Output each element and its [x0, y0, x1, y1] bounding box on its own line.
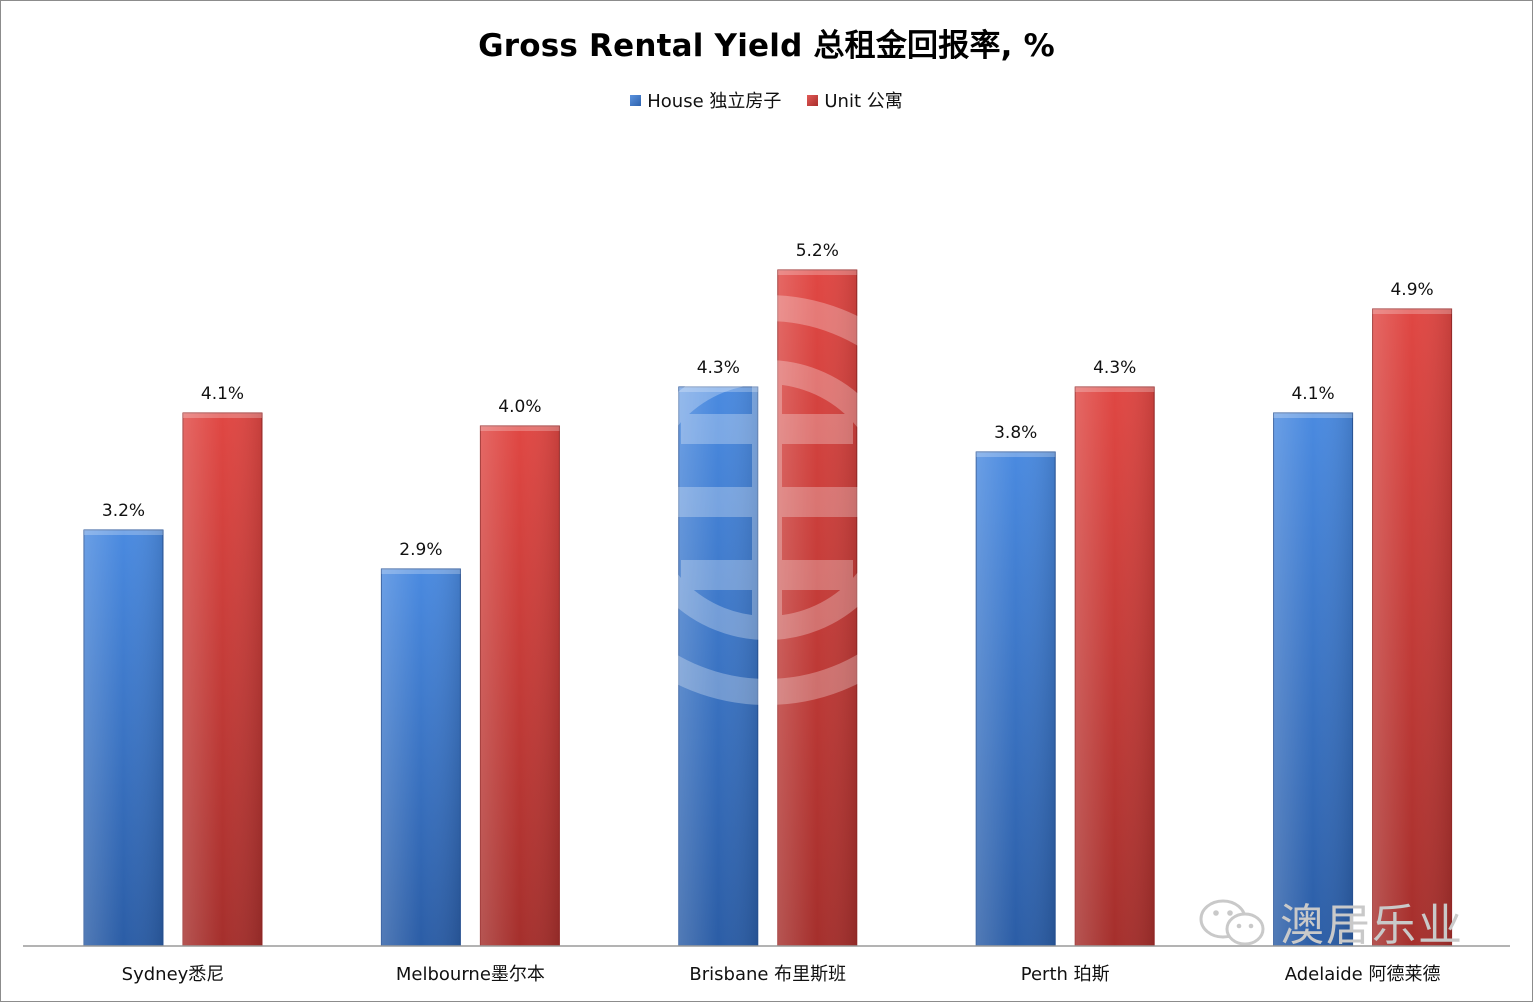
bar-cap-unit-1: [480, 426, 560, 431]
bar-cap-unit-4: [1372, 309, 1452, 314]
x-tick-label-0: Sydney悉尼: [122, 964, 225, 985]
bar-sheen-unit-1: [480, 426, 560, 946]
value-label-house-3: 3.8%: [994, 423, 1037, 443]
labels-layer: 3.2% 4.1% Sydney悉尼 2.9% 4.0% Melbourne墨尔本 4.3%…: [102, 241, 1441, 985]
value-label-house-2: 4.3%: [697, 358, 740, 378]
bar-cap-house-2: [678, 387, 758, 392]
value-label-unit-0: 4.1%: [201, 384, 244, 404]
bar-cap-unit-0: [183, 413, 262, 418]
bar-cap-house-3: [976, 452, 1056, 457]
legend-swatch-unit: [807, 94, 819, 106]
bar-cap-house-1: [381, 569, 461, 574]
bar-sheen-unit-0: [183, 413, 262, 946]
bar-sheen-house-3: [976, 452, 1056, 946]
bar-sheen-house-4: [1273, 413, 1353, 946]
bar-sheen-house-1: [381, 569, 461, 946]
value-label-unit-2: 5.2%: [796, 241, 839, 261]
x-tick-label-4: Adelaide 阿德莱德: [1285, 964, 1441, 985]
value-label-unit-4: 4.9%: [1390, 280, 1433, 300]
x-tick-label-1: Melbourne墨尔本: [396, 964, 545, 985]
legend-label-unit: Unit 公寓: [824, 91, 903, 112]
legend-label-house: House 独立房子: [647, 91, 782, 112]
watermark-text: 澳居乐业: [1280, 900, 1464, 951]
bar-cap-house-4: [1273, 413, 1353, 418]
bar-sheen-house-0: [84, 530, 163, 946]
bar-sheen-house-2: [678, 387, 758, 946]
watermark-seal: [562, 295, 972, 705]
bars-layer: [83, 269, 1453, 947]
bar-cap-house-0: [84, 530, 163, 535]
bar-cap-unit-3: [1075, 387, 1155, 392]
wechat-icon: [1199, 899, 1265, 946]
bar-sheen-unit-2: [777, 270, 857, 946]
chart-legend: House 独立房子 Unit 公寓: [0, 87, 1533, 113]
bar-sheen-unit-4: [1372, 309, 1452, 946]
value-label-house-4: 4.1%: [1291, 384, 1334, 404]
value-label-house-1: 2.9%: [399, 540, 442, 560]
chart-title: Gross Rental Yield 总租金回报率, %: [478, 28, 1055, 64]
bar-sheen-unit-3: [1075, 387, 1155, 946]
legend-swatch-house: [630, 94, 642, 106]
legend-item-unit: Unit 公寓: [807, 87, 903, 113]
bar-cap-unit-2: [777, 270, 857, 275]
x-tick-label-3: Perth 珀斯: [1021, 964, 1110, 985]
legend-item-house: House 独立房子: [630, 87, 781, 113]
value-label-unit-3: 4.3%: [1093, 358, 1136, 378]
x-tick-label-2: Brisbane 布里斯班: [689, 964, 846, 985]
value-label-house-0: 3.2%: [102, 501, 145, 521]
value-label-unit-1: 4.0%: [498, 397, 541, 417]
